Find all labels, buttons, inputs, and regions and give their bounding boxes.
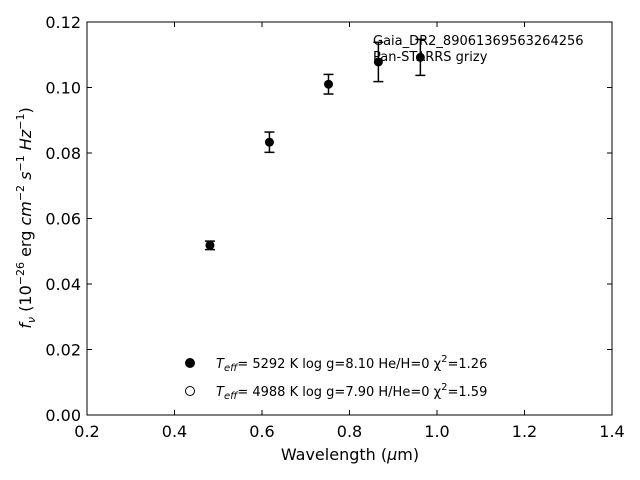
data-point	[264, 131, 275, 154]
y-tick-label: 0.08	[45, 144, 81, 163]
x-tick-label: 0.8	[337, 422, 362, 441]
y-axis-label: fν (10−26 erg cm−2 s−1 Hz−1)	[14, 107, 38, 328]
legend-marker	[185, 386, 195, 396]
y-tick-label: 0.02	[45, 341, 81, 360]
y-tick-label: 0.06	[45, 210, 81, 229]
legend-marker	[185, 358, 195, 368]
annotation-line-1: Gaia_DR2_890613695632642​56	[373, 34, 584, 49]
point-marker	[415, 52, 425, 62]
point-marker	[264, 137, 274, 147]
legend-entry: Teff= 5292 K log g=8.10 He/H=0 χ2=1.26	[216, 354, 487, 374]
data-point	[373, 41, 384, 83]
annotation-line-2: Pan-STARRS grizy	[373, 50, 488, 65]
x-tick-label: 0.2	[74, 422, 99, 441]
x-tick-labels: 0.2 0.4 0.6 0.8 1.0 1.2 1.4	[74, 422, 624, 441]
y-tick-labels: 0.00 0.02 0.04 0.06 0.08 0.10 0.12	[45, 13, 81, 425]
x-tick-label: 0.6	[249, 422, 274, 441]
data-point	[323, 73, 334, 95]
legend-entry: Teff= 4988 K log g=7.90 H/He=0 χ2=1.59	[216, 382, 487, 402]
y-tick-label: 0.00	[45, 406, 81, 425]
x-tick-label: 1.4	[599, 422, 624, 441]
point-marker	[324, 79, 333, 89]
point-marker	[205, 240, 215, 250]
y-tick-label: 0.10	[45, 79, 81, 98]
x-axis-label: Wavelength (μm)	[281, 445, 419, 464]
data-point	[415, 38, 426, 77]
ticks	[86, 21, 613, 416]
legend: Teff= 5292 K log g=8.10 He/H=0 χ2=1.26 Te…	[185, 354, 487, 402]
data-point	[204, 240, 215, 251]
x-tick-label: 1.0	[424, 422, 449, 441]
point-marker	[373, 57, 383, 67]
y-tick-label: 0.12	[45, 13, 81, 32]
data-points	[204, 38, 426, 251]
y-tick-label: 0.04	[45, 275, 81, 294]
x-tick-label: 0.4	[162, 422, 187, 441]
x-tick-label: 1.2	[512, 422, 537, 441]
